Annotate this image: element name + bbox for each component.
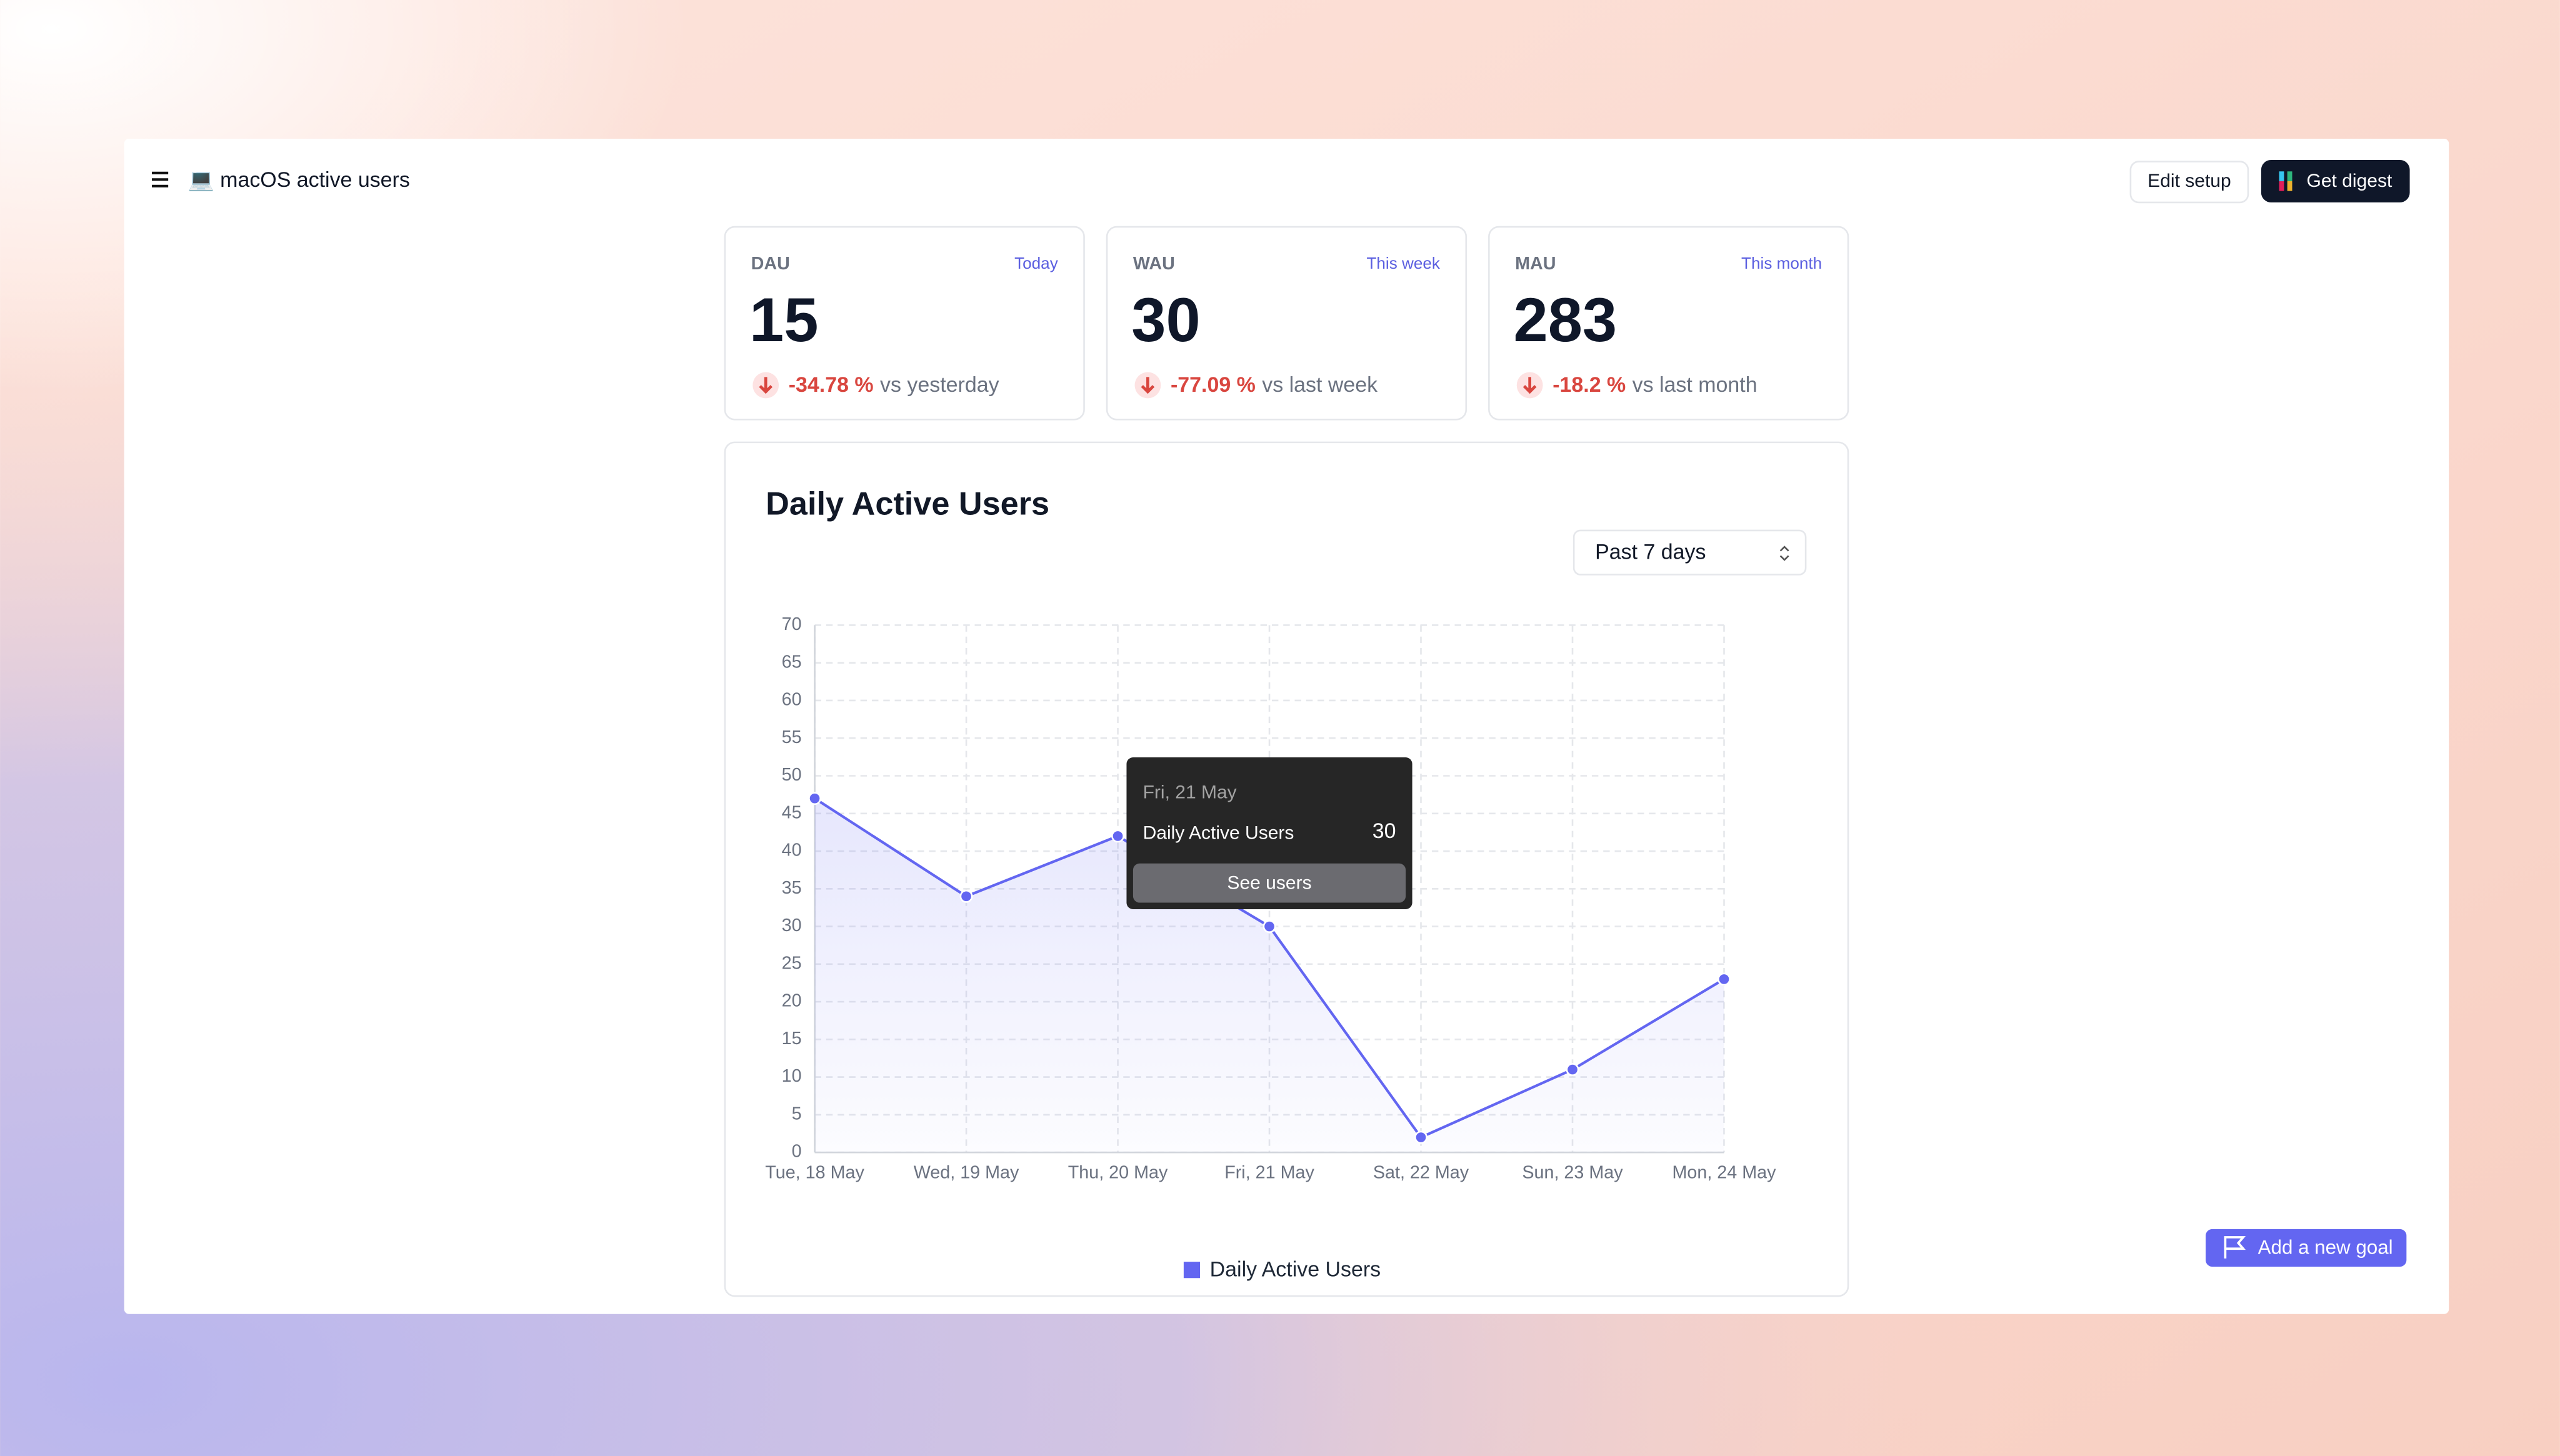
chart-title: Daily Active Users xyxy=(766,486,1049,522)
x-tick-label: Thu, 20 May xyxy=(1068,1163,1168,1183)
stat-card: DAU Today 15 -34.78 % vs yesterday xyxy=(724,226,1085,421)
card-change: -77.09 % vs last week xyxy=(1171,373,1378,397)
card-period: This week xyxy=(1366,254,1440,272)
get-digest-button[interactable]: Get digest xyxy=(2261,159,2410,202)
point xyxy=(808,792,821,805)
y-tick-label: 0 xyxy=(792,1142,802,1162)
y-tick-label: 5 xyxy=(792,1104,802,1124)
legend-swatch xyxy=(1183,1262,1201,1279)
card-label: WAU xyxy=(1133,254,1175,274)
button-label: Add a new goal xyxy=(2258,1237,2393,1259)
y-tick-label: 15 xyxy=(782,1029,802,1049)
trend-icon xyxy=(1522,377,1537,394)
edit-setup-button[interactable]: Edit setup xyxy=(2129,161,2249,204)
menu-icon[interactable] xyxy=(152,171,169,187)
y-tick-label: 50 xyxy=(782,765,802,785)
card-change: -34.78 % vs yesterday xyxy=(789,373,999,397)
y-tick-label: 65 xyxy=(782,652,802,672)
area xyxy=(814,798,1724,1153)
card-frame xyxy=(724,226,1085,421)
y-tick-label: 10 xyxy=(782,1066,802,1086)
page-title: 💻 macOS active users xyxy=(188,168,410,192)
card-value: 283 xyxy=(1514,286,1618,355)
add-goal-button[interactable]: Add a new goal xyxy=(2206,1229,2407,1267)
card-label: MAU xyxy=(1515,254,1556,274)
tooltip-date: Fri, 21 May xyxy=(1143,782,1237,802)
point xyxy=(1566,1063,1579,1077)
tooltip-value: 30 xyxy=(1372,819,1396,843)
point xyxy=(1414,1130,1428,1144)
y-tick-label: 70 xyxy=(782,614,802,634)
x-tick-label: Mon, 24 May xyxy=(1672,1163,1776,1183)
button-label: Get digest xyxy=(2307,171,2392,191)
change-comparison: vs last week xyxy=(1262,373,1378,397)
card-period: This month xyxy=(1741,254,1822,272)
change-percent: -34.78 % xyxy=(789,373,874,397)
y-tick-label: 25 xyxy=(782,953,802,973)
plot: 0 5 10 15 20 25 30 35 40 45 50 55 60 65 70 Tue, 18 May W… xyxy=(765,614,1776,1183)
legend-label: Daily Active Users xyxy=(1210,1257,1381,1281)
change-percent: -18.2 % xyxy=(1552,373,1626,397)
card-period: Today xyxy=(1014,254,1058,272)
card-value: 15 xyxy=(749,286,818,355)
card-frame xyxy=(1106,226,1468,421)
change-comparison: vs last month xyxy=(1632,373,1758,397)
range-dropdown[interactable]: Past 7 days xyxy=(1572,529,1807,576)
stat-cards: DAU Today 15 -34.78 % vs yesterday WAU This we… xyxy=(724,226,1849,421)
see-users-button[interactable]: See users xyxy=(1132,863,1406,903)
point xyxy=(959,889,973,903)
y-tick-label: 55 xyxy=(782,727,802,747)
card-value: 30 xyxy=(1131,286,1200,355)
card-change: -18.2 % vs last month xyxy=(1552,373,1757,397)
trend-icon xyxy=(1141,377,1155,394)
stat-card: WAU This week 30 -77.09 % vs last week xyxy=(1106,226,1468,421)
card-frame xyxy=(1488,226,1849,421)
x-tick-label: Sun, 23 May xyxy=(1522,1163,1623,1183)
button-label: Edit setup xyxy=(2148,171,2231,191)
x-tick-label: Wed, 19 May xyxy=(914,1163,1019,1183)
button-label: See users xyxy=(1227,872,1311,893)
y-tick-label: 60 xyxy=(782,690,802,710)
y-tick-label: 20 xyxy=(782,991,802,1011)
stat-card: MAU This month 283 -18.2 % vs last month xyxy=(1488,226,1849,421)
y-tick-label: 40 xyxy=(782,840,802,860)
trend-icon xyxy=(759,377,772,394)
y-tick-label: 35 xyxy=(782,878,802,898)
dropdown-label: Past 7 days xyxy=(1595,540,1706,564)
tooltip: Fri, 21 May Daily Active Users 30 See us… xyxy=(1126,757,1412,909)
tooltip-label: Daily Active Users xyxy=(1143,823,1294,844)
change-comparison: vs yesterday xyxy=(880,373,999,397)
card-label: DAU xyxy=(751,254,790,274)
legend[interactable]: Daily Active Users xyxy=(1183,1257,1381,1281)
point xyxy=(1718,972,1731,986)
y-tick-label: 45 xyxy=(782,802,802,822)
change-percent: -77.09 % xyxy=(1171,373,1256,397)
x-tick-label: Tue, 18 May xyxy=(765,1163,864,1183)
point xyxy=(1262,920,1276,934)
x-tick-label: Fri, 21 May xyxy=(1224,1163,1314,1183)
x-tick-label: Sat, 22 May xyxy=(1373,1163,1469,1183)
y-tick-label: 30 xyxy=(782,915,802,935)
point xyxy=(1111,829,1124,843)
